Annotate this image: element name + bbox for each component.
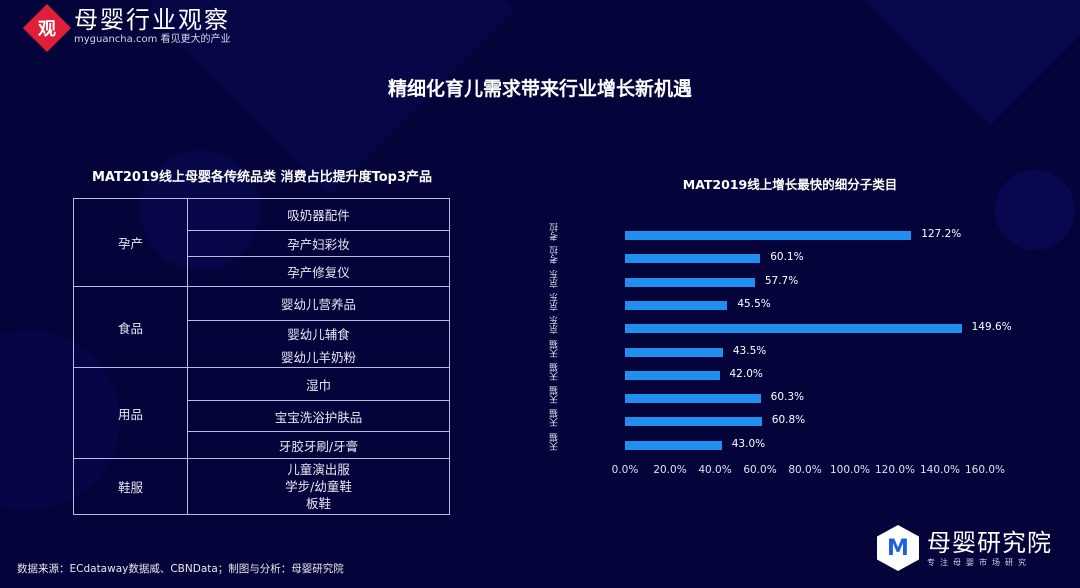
x-tick-label: 120.0% [874, 464, 916, 476]
product-item: 板鞋 [305, 496, 331, 511]
table-row: 食品 婴幼儿营养品 [73, 286, 450, 368]
platform-label: 京东 [550, 292, 560, 311]
brand-subtitle: 专注母婴市场研究 [927, 557, 1031, 567]
bar [625, 231, 912, 240]
logo-mark-icon: 观 [22, 3, 72, 53]
platform-label: 天猫 [550, 362, 560, 381]
table-row: 宝宝洗浴护肤品 [74, 400, 450, 432]
value-label: 60.8% [771, 414, 806, 427]
bar [625, 254, 761, 264]
value-label: 127.2% [921, 228, 962, 240]
logo-name: 母婴行业观察 [74, 6, 230, 34]
product-cell: 孕产妇彩妆 [187, 230, 450, 257]
bar [625, 324, 962, 334]
platform-label: 天猫 [550, 409, 560, 428]
product-cell: 孕产修复仪 [187, 256, 450, 287]
brand-mark-icon: M [877, 525, 919, 571]
table-row: 婴幼儿辅食 [74, 320, 450, 345]
page-title: 精细化育儿需求带来行业增长新机遇 [387, 78, 692, 100]
table-row: 孕产修复仪 [74, 256, 450, 287]
x-tick-label: 140.0% [919, 464, 961, 476]
value-label: 149.6% [971, 321, 1012, 334]
table-row: 用品 湿巾 [73, 367, 450, 459]
chart-title: MAT2019线上增长最快的细分子类目 [682, 177, 898, 192]
product-cell: 吸奶器配件 [187, 198, 450, 231]
x-tick-label: 160.0% [964, 464, 1006, 476]
category-cell: 用品 [73, 367, 188, 459]
data-source: 数据来源：ECdataway数据威、CBNData；制图与分析：母婴研究院 [17, 563, 344, 575]
site-logo: 观 母婴行业观察 myguancha.com 看见更大的产业 [22, 3, 231, 53]
product-cell: 婴幼儿羊奶粉 [187, 345, 450, 368]
product-cell: 湿巾 [187, 367, 450, 401]
bar [625, 300, 728, 310]
value-label: 57.7% [764, 274, 799, 287]
platform-label: 考拉 [550, 246, 560, 265]
platform-label: 考拉 [550, 223, 560, 241]
product-cell: 婴幼儿营养品 [187, 286, 450, 321]
category-table: 孕产 吸奶器配件 孕产妇彩妆 孕产修复仪 食品 婴幼儿营养品 婴幼儿辅食 婴幼儿羊奶粉 用品 湿巾… [73, 198, 450, 515]
product-cell: 婴幼儿辅食 [187, 320, 450, 345]
product-item: 学步/幼童鞋 [285, 479, 352, 494]
x-tick-label: 100.0% [829, 464, 871, 476]
bar [625, 417, 762, 427]
x-tick-label: 40.0% [698, 464, 732, 476]
category-cell: 孕产 [73, 198, 188, 287]
bar [625, 370, 720, 380]
category-cell: 食品 [73, 286, 188, 368]
logo-subtitle: myguancha.com 看见更大的产业 [74, 34, 231, 45]
x-tick-label: 20.0% [653, 464, 687, 476]
bar [625, 347, 723, 357]
product-cell: 宝宝洗浴护肤品 [187, 400, 450, 432]
category-cell: 鞋服 [73, 458, 188, 515]
platform-label: 京东 [550, 316, 560, 335]
platform-label: 京东 [550, 269, 560, 288]
platform-label: 天猫 [550, 386, 560, 405]
platform-label: 天猫 [550, 432, 560, 451]
brand-name: 母婴研究院 [927, 528, 1052, 557]
x-tick-label: 60.0% [743, 464, 777, 476]
brand-logo: M 母婴研究院 专注母婴市场研究 [877, 525, 1052, 571]
table-row: 孕产 吸奶器配件 [73, 198, 450, 287]
value-label: 42.0% [729, 367, 763, 380]
product-cell: 牙胶牙刷/牙膏 [187, 431, 450, 459]
bar [625, 277, 755, 287]
bar [625, 440, 722, 450]
value-label: 43.0% [731, 437, 766, 450]
product-item: 儿童演出服 [287, 462, 350, 477]
platform-label: 天猫 [550, 339, 560, 358]
value-label: 43.5% [732, 344, 767, 357]
value-label: 60.3% [770, 391, 805, 404]
value-label: 45.5% [737, 297, 771, 310]
product-cell-multi: 儿童演出服学步/幼童鞋 板鞋 [187, 458, 450, 515]
x-tick-label: 80.0% [788, 464, 822, 476]
value-label: 60.1% [770, 251, 804, 264]
table-title: MAT2019线上母婴各传统品类 消费占比提升度Top3产品 [92, 170, 432, 185]
bar [625, 394, 761, 404]
x-tick-label: 0.0% [611, 464, 639, 476]
table-row: 鞋服 儿童演出服 学步/幼童鞋 板鞋 [73, 458, 450, 515]
